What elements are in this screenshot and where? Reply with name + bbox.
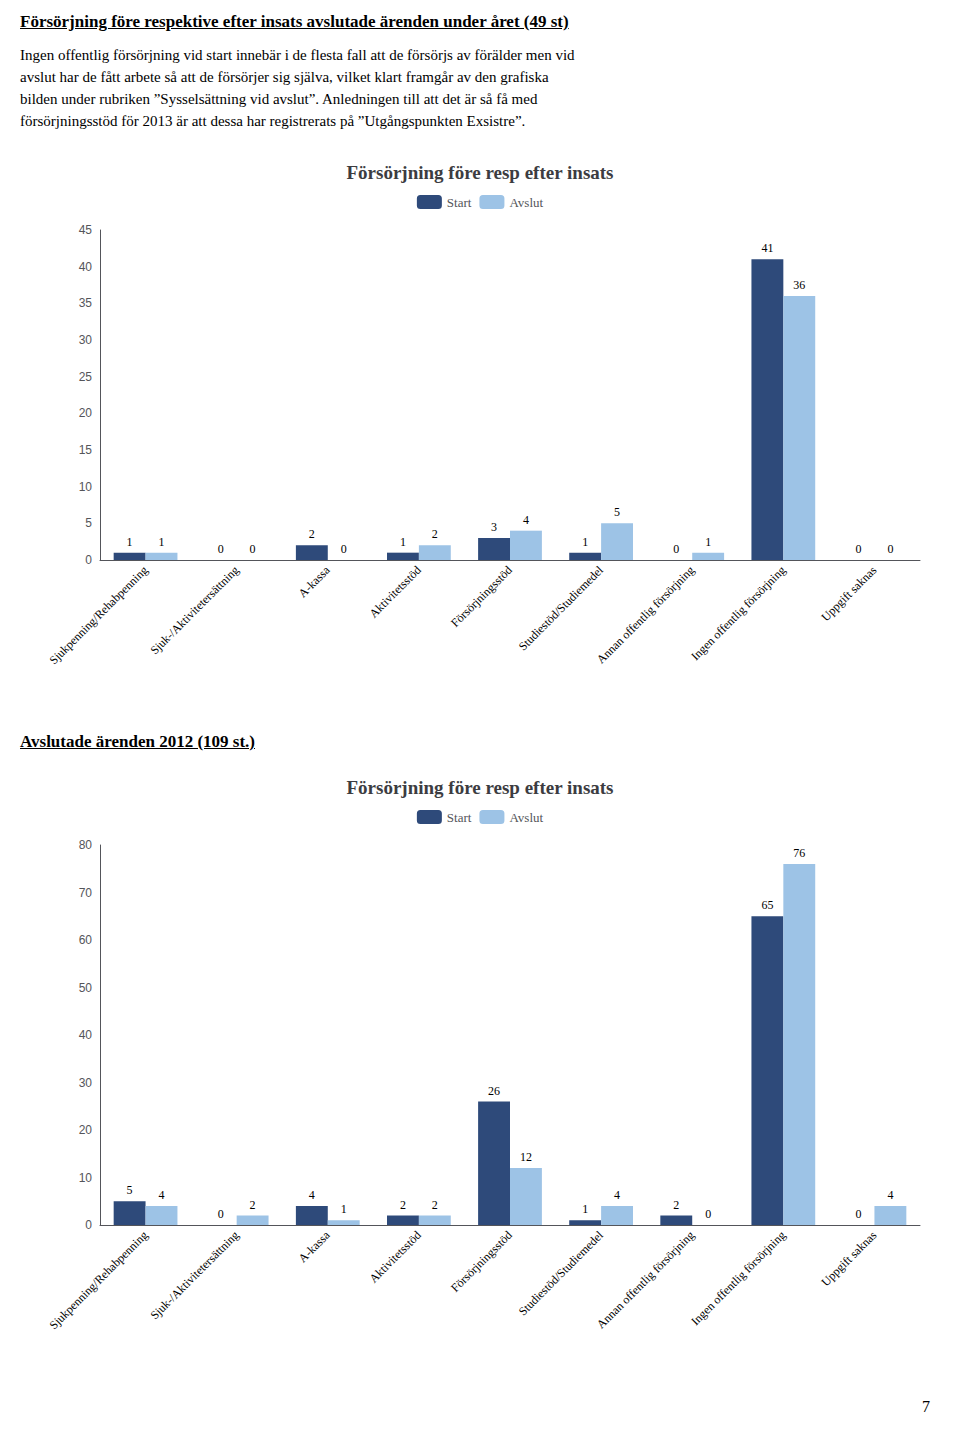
- svg-text:2: 2: [432, 527, 438, 541]
- svg-text:35: 35: [79, 296, 93, 310]
- svg-text:Aktivitetsstöd: Aktivitetsstöd: [366, 1228, 423, 1285]
- svg-text:76: 76: [793, 846, 805, 860]
- svg-text:Försörjning före resp efter in: Försörjning före resp efter insats: [346, 162, 613, 183]
- html-text:bilden under rubriken ”Syssels: bilden under rubriken ”Sysselsättning vi…: [20, 91, 538, 107]
- svg-text:1: 1: [127, 535, 133, 549]
- html-text:Avslutade ärenden 2012 (109 st: Avslutade ärenden 2012 (109 st.): [20, 732, 255, 751]
- svg-text:Avslut: Avslut: [509, 810, 543, 825]
- svg-text:40: 40: [79, 260, 93, 274]
- svg-text:0: 0: [341, 542, 347, 556]
- svg-text:2: 2: [432, 1198, 438, 1212]
- html-text:försörjningsstöd för 2013 är a: försörjningsstöd för 2013 är att dessa h…: [20, 113, 526, 129]
- html-text:avslut har de fått arbete så a: avslut har de fått arbete så att de förs…: [20, 69, 549, 85]
- svg-text:Studiestöd/Studiemedel: Studiestöd/Studiemedel: [516, 563, 607, 654]
- svg-text:45: 45: [79, 223, 93, 237]
- svg-text:15: 15: [79, 443, 93, 457]
- svg-text:Annan offentlig försörjning: Annan offentlig försörjning: [594, 1228, 697, 1331]
- svg-text:2: 2: [309, 527, 315, 541]
- svg-text:5: 5: [127, 1183, 133, 1197]
- svg-text:Sjukpenning/Rehabpenning: Sjukpenning/Rehabpenning: [46, 1228, 150, 1332]
- svg-text:0: 0: [887, 542, 893, 556]
- svg-text:2: 2: [673, 1198, 679, 1212]
- svg-text:0: 0: [85, 1218, 92, 1232]
- svg-text:5: 5: [85, 516, 92, 530]
- svg-text:30: 30: [79, 1076, 93, 1090]
- svg-text:65: 65: [761, 898, 773, 912]
- svg-text:0: 0: [85, 553, 92, 567]
- html-text:7: 7: [922, 1398, 930, 1415]
- svg-text:Uppgift saknas: Uppgift saknas: [818, 563, 879, 624]
- svg-text:2: 2: [400, 1198, 406, 1212]
- svg-text:A-kassa: A-kassa: [296, 1228, 334, 1266]
- svg-text:Ingen offentlig försörjning: Ingen offentlig försörjning: [688, 563, 788, 663]
- svg-text:Sjuk-/Aktivitetersättning: Sjuk-/Aktivitetersättning: [147, 1228, 241, 1322]
- svg-text:Försörjningsstöd: Försörjningsstöd: [448, 563, 515, 630]
- svg-text:0: 0: [673, 542, 679, 556]
- svg-text:80: 80: [79, 838, 93, 852]
- svg-text:4: 4: [523, 513, 529, 527]
- svg-text:70: 70: [79, 886, 93, 900]
- svg-text:0: 0: [218, 1207, 224, 1221]
- svg-text:Start: Start: [447, 195, 472, 210]
- html-text:Ingen offentlig försörjning vi: Ingen offentlig försörjning vid start in…: [20, 47, 575, 63]
- svg-text:Uppgift saknas: Uppgift saknas: [818, 1228, 879, 1289]
- svg-text:A-kassa: A-kassa: [296, 563, 334, 601]
- svg-text:1: 1: [705, 535, 711, 549]
- svg-text:0: 0: [705, 1207, 711, 1221]
- svg-text:41: 41: [761, 241, 773, 255]
- svg-text:Start: Start: [447, 810, 472, 825]
- svg-text:Försörjning före resp efter in: Försörjning före resp efter insats: [346, 777, 613, 798]
- svg-text:1: 1: [159, 535, 165, 549]
- svg-text:4: 4: [159, 1188, 165, 1202]
- svg-text:4: 4: [887, 1188, 893, 1202]
- svg-text:Aktivitetsstöd: Aktivitetsstöd: [366, 563, 423, 620]
- svg-text:26: 26: [488, 1084, 500, 1098]
- svg-text:0: 0: [856, 1207, 862, 1221]
- svg-text:10: 10: [79, 1171, 93, 1185]
- svg-text:1: 1: [341, 1202, 347, 1216]
- svg-text:50: 50: [79, 981, 93, 995]
- svg-text:Avslut: Avslut: [509, 195, 543, 210]
- svg-text:25: 25: [79, 370, 93, 384]
- svg-text:36: 36: [793, 278, 805, 292]
- svg-text:1: 1: [582, 1202, 588, 1216]
- svg-text:Studiestöd/Studiemedel: Studiestöd/Studiemedel: [516, 1228, 607, 1319]
- svg-text:20: 20: [79, 1123, 93, 1137]
- svg-text:20: 20: [79, 406, 93, 420]
- svg-text:Annan offentlig försörjning: Annan offentlig försörjning: [594, 563, 697, 666]
- svg-text:1: 1: [400, 535, 406, 549]
- svg-text:5: 5: [614, 505, 620, 519]
- svg-text:Sjukpenning/Rehabpenning: Sjukpenning/Rehabpenning: [46, 563, 150, 667]
- svg-text:3: 3: [491, 520, 497, 534]
- svg-text:40: 40: [79, 1028, 93, 1042]
- svg-text:Ingen offentlig försörjning: Ingen offentlig försörjning: [688, 1228, 788, 1328]
- svg-text:4: 4: [614, 1188, 620, 1202]
- svg-text:0: 0: [218, 542, 224, 556]
- svg-text:30: 30: [79, 333, 93, 347]
- svg-text:0: 0: [856, 542, 862, 556]
- svg-text:Försörjningsstöd: Försörjningsstöd: [448, 1228, 515, 1295]
- svg-text:1: 1: [582, 535, 588, 549]
- svg-text:10: 10: [79, 480, 93, 494]
- svg-text:60: 60: [79, 933, 93, 947]
- svg-text:2: 2: [250, 1198, 256, 1212]
- svg-text:12: 12: [520, 1150, 532, 1164]
- svg-text:0: 0: [250, 542, 256, 556]
- html-text:Försörjning före respektive ef: Försörjning före respektive efter insats…: [20, 12, 569, 31]
- svg-text:4: 4: [309, 1188, 315, 1202]
- svg-text:Sjuk-/Aktivitetersättning: Sjuk-/Aktivitetersättning: [147, 563, 241, 657]
